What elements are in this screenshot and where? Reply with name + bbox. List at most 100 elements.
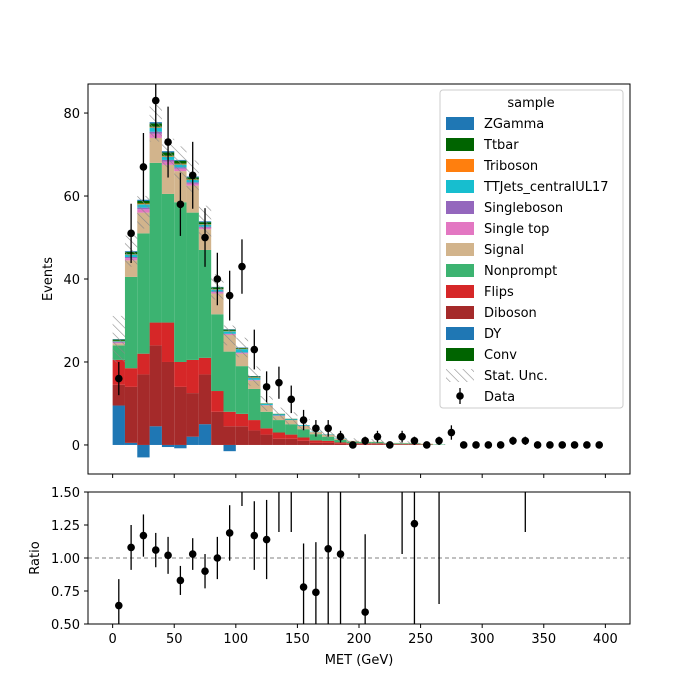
bar-dy (223, 444, 236, 452)
x-ticks: 0 50 100 150 200 250 300 350 400 (108, 624, 618, 647)
ratio-point (201, 567, 209, 575)
bar-flips (124, 368, 138, 387)
bar-nonprompt (186, 212, 199, 360)
stat-unc-band (248, 366, 261, 386)
legend-label-zgamma: ZGamma (484, 117, 544, 132)
legend-swatch-zgamma (446, 117, 474, 130)
ratio-point (176, 576, 185, 585)
bar-diboson (211, 411, 224, 445)
bar-dy (161, 444, 175, 448)
stat-unc-band (174, 146, 187, 181)
legend-swatch-data (456, 392, 464, 400)
data-point (262, 383, 271, 391)
y-tick-label: 80 (63, 107, 80, 122)
data-point (349, 441, 357, 449)
bar-flips (211, 391, 224, 412)
bar-diboson (223, 426, 236, 445)
bar-diboson (137, 374, 150, 445)
bar-flips (248, 420, 261, 431)
data-point (287, 395, 296, 404)
data-point (324, 424, 333, 433)
bar-diboson (235, 426, 249, 445)
ratio-y-tick-label: 1.50 (51, 486, 80, 501)
bar-flips (235, 413, 249, 427)
legend-swatch-nonprompt (446, 264, 474, 277)
bar-diboson (124, 386, 138, 443)
ratio-panel: 0.50 0.75 1.00 1.25 1.50 0 50 100 150 200 250 300 3… (28, 486, 631, 668)
bar-flips (309, 440, 323, 443)
data-point (312, 424, 320, 433)
ratio-y-axis-label: Ratio (28, 541, 43, 574)
x-tick-label: 400 (593, 632, 618, 647)
stat-unc-band (223, 325, 236, 346)
main-plot-area (112, 84, 604, 458)
ratio-point (139, 531, 148, 540)
data-point (213, 275, 222, 283)
bar-dy (124, 442, 138, 445)
legend-label-single-top: Single top (484, 222, 549, 237)
ratio-y-tick-label: 0.50 (51, 618, 80, 633)
data-point (188, 171, 197, 180)
bar-nonprompt (198, 249, 212, 358)
bar-nonprompt (285, 424, 298, 435)
data-point (570, 441, 579, 449)
bar-nonprompt (223, 351, 236, 412)
bar-dy (149, 426, 162, 445)
x-tick-label: 150 (285, 632, 310, 647)
ratio-point (250, 531, 259, 540)
y-tick-label: 60 (63, 190, 80, 205)
data-point (583, 441, 591, 449)
bar-flips (285, 434, 298, 439)
data-point (558, 441, 567, 449)
ratio-point (410, 519, 419, 528)
legend-frame (439, 89, 624, 409)
legend-label-nonprompt: Nonprompt (484, 264, 557, 279)
data-point (176, 200, 185, 209)
x-tick-label: 50 (166, 632, 183, 647)
data-point (509, 437, 517, 445)
bar-flips (174, 361, 187, 387)
y-tick-label: 20 (63, 356, 80, 371)
data-point (114, 374, 123, 383)
stat-unc-band (137, 195, 150, 229)
bar-diboson (198, 374, 212, 425)
data-point (546, 441, 554, 449)
bar-flips (223, 411, 236, 427)
data-point (484, 441, 493, 449)
ratio-point (213, 554, 222, 562)
data-point (435, 437, 443, 445)
legend-label-dy: DY (484, 327, 501, 342)
legend-label-triboson: Triboson (483, 159, 538, 174)
data-point (521, 437, 530, 445)
ratio-point (336, 550, 345, 558)
bar-signal (161, 164, 175, 194)
bar-flips (297, 437, 310, 441)
stat-unc-band (346, 438, 359, 444)
bar-flips (161, 322, 175, 362)
legend-swatch-single-top (446, 222, 474, 235)
data-point (373, 432, 382, 441)
bar-flips (149, 322, 162, 346)
bar-dy (137, 444, 150, 458)
bar-diboson (309, 442, 323, 445)
bar-diboson (371, 444, 384, 445)
data-point (496, 441, 505, 449)
bar-nonprompt (235, 366, 249, 414)
data-point (385, 441, 394, 449)
data-point (201, 233, 209, 242)
bar-flips (322, 440, 335, 443)
bar-nonprompt (211, 314, 224, 392)
bar-nonprompt (137, 233, 150, 354)
data-point (422, 441, 431, 449)
data-point (151, 96, 160, 105)
ratio-point (312, 588, 320, 597)
legend-swatch-dy (446, 327, 474, 340)
stat-unc-band (235, 337, 249, 358)
legend-swatch-flips (446, 285, 474, 298)
bar-nonprompt (260, 411, 273, 429)
bar-diboson (297, 440, 310, 445)
bar-diboson (322, 442, 335, 445)
bar-nonprompt (124, 276, 138, 369)
data-point (238, 262, 246, 271)
legend-label-data: Data (484, 390, 515, 405)
